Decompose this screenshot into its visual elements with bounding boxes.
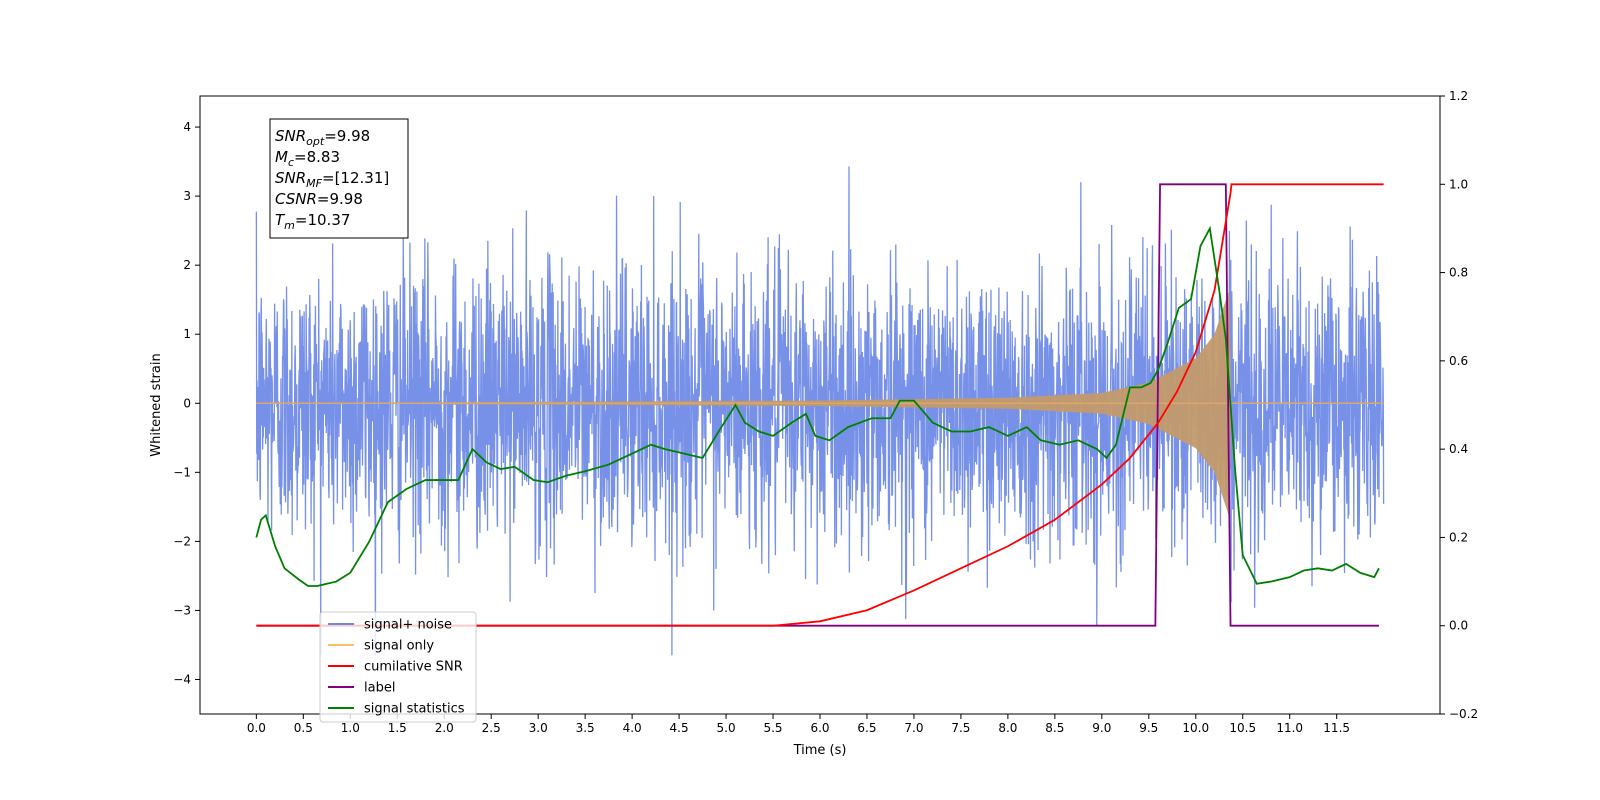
- annotation-value: =[12.31]: [322, 169, 389, 187]
- y2-tick-label: 0.0: [1449, 619, 1468, 633]
- annotation-symbol: SNR: [275, 169, 306, 187]
- x-axis-label: Time (s): [793, 743, 847, 758]
- x-tick-label: 2.0: [435, 721, 454, 735]
- x-tick-label: 7.5: [951, 721, 970, 735]
- y2-tick-label: 0.4: [1449, 442, 1468, 456]
- x-tick-label: 2.5: [482, 721, 501, 735]
- x-tick-label: 8.5: [1045, 721, 1064, 735]
- y2-tick-label: 1.0: [1449, 177, 1468, 191]
- x-tick-label: 9.5: [1139, 721, 1158, 735]
- x-tick-label: 9.0: [1092, 721, 1111, 735]
- y2-tick-label: 0.6: [1449, 354, 1468, 368]
- plot-area: [255, 166, 1385, 656]
- annotation-symbol: SNR: [275, 127, 306, 145]
- y-tick-label: 2: [183, 258, 191, 272]
- x-tick-label: 11.0: [1276, 721, 1303, 735]
- annotation-line: CSNR=9.98: [275, 190, 363, 208]
- y-tick-label: 3: [183, 189, 191, 203]
- annotation-subscript: MF: [306, 177, 322, 190]
- y2-tick-label: 0.8: [1449, 266, 1468, 280]
- right-axis-series: [255, 183, 1384, 627]
- legend-label: cumilative SNR: [364, 660, 463, 675]
- annotation-symbol: T: [275, 211, 286, 229]
- legend: signal+ noise signal only cumilative SNR la…: [319, 611, 477, 723]
- annotation-line: SNRopt=9.98: [275, 127, 370, 148]
- x-tick-label: 0.0: [247, 721, 266, 735]
- y-tick-label: 4: [183, 120, 191, 134]
- y2-tick-label: 0.2: [1449, 530, 1468, 544]
- x-tick-label: 7.0: [904, 721, 923, 735]
- x-tick-label: 6.5: [857, 721, 876, 735]
- x-tick-label: 5.0: [717, 721, 736, 735]
- y2-tick-label: 1.2: [1449, 89, 1468, 103]
- x-tick-label: 11.5: [1323, 721, 1350, 735]
- x-tick-label: 3.5: [576, 721, 595, 735]
- x-tick-label: 4.5: [670, 721, 689, 735]
- series-line-cumilative-snr: [256, 183, 1384, 627]
- annotation-value: =10.37: [295, 211, 351, 229]
- y-tick-label: −2: [173, 534, 191, 548]
- y-tick-label: −1: [173, 465, 191, 479]
- annotation-symbol: M: [275, 148, 288, 166]
- annotation-value: =9.98: [317, 190, 363, 208]
- legend-label: label: [364, 681, 395, 696]
- annotation-line: Tm=10.37: [275, 211, 350, 232]
- x-tick-label: 8.0: [998, 721, 1017, 735]
- series-signal-only: [256, 289, 1384, 518]
- x-axis-ticks: 0.0 0.5 1.0 1.5 2.0 2.5 3.0 3.5 4.0 4.5 5.0 5.5 6.0 6…: [247, 714, 1350, 735]
- x-tick-label: 10.0: [1182, 721, 1209, 735]
- x-tick-label: 6.0: [810, 721, 829, 735]
- y-tick-label: −3: [173, 603, 191, 617]
- annotation-frame: [269, 118, 409, 239]
- y-tick-label: −4: [173, 672, 191, 686]
- x-tick-label: 4.0: [623, 721, 642, 735]
- y2-tick-label: −0.2: [1449, 707, 1478, 721]
- annotation-symbol: CSNR: [275, 190, 317, 208]
- annotation-value: =9.98: [324, 127, 370, 145]
- series-line-label: [256, 183, 1379, 627]
- annotation-subscript: c: [288, 156, 294, 169]
- annotation-subscript: m: [284, 219, 295, 232]
- legend-label: signal only: [364, 639, 434, 654]
- x-tick-label: 5.5: [763, 721, 782, 735]
- annotation-line: SNRMF=[12.31]: [275, 169, 389, 190]
- x-tick-label: 1.0: [341, 721, 360, 735]
- y-tick-label: 0: [183, 396, 191, 410]
- annotation-line: Mc=8.83: [275, 148, 340, 169]
- y-tick-label: 1: [183, 327, 191, 341]
- x-tick-label: 10.5: [1229, 721, 1256, 735]
- x-tick-label: 0.5: [294, 721, 313, 735]
- series-line-signal-statistics: [255, 225, 1380, 587]
- annotation-value: =8.83: [294, 148, 340, 166]
- annotation-subscript: opt: [306, 135, 325, 148]
- legend-label: signal statistics: [364, 702, 465, 717]
- x-tick-label: 3.0: [529, 721, 548, 735]
- stats-annotation-box: SNRopt=9.98Mc=8.83SNRMF=[12.31]CSNR=9.98…: [269, 118, 409, 239]
- y-axis-ticks: −4 −3 −2 −1 0 1 2 3 4: [173, 120, 200, 686]
- legend-frame: [319, 611, 477, 723]
- legend-label: signal+ noise: [364, 618, 452, 633]
- y-axis-label: Whitened strain: [149, 353, 164, 456]
- x-tick-label: 1.5: [388, 721, 407, 735]
- y2-axis-ticks: −0.2 0.0 0.2 0.4 0.6 0.8 1.0 1.2: [1440, 89, 1478, 721]
